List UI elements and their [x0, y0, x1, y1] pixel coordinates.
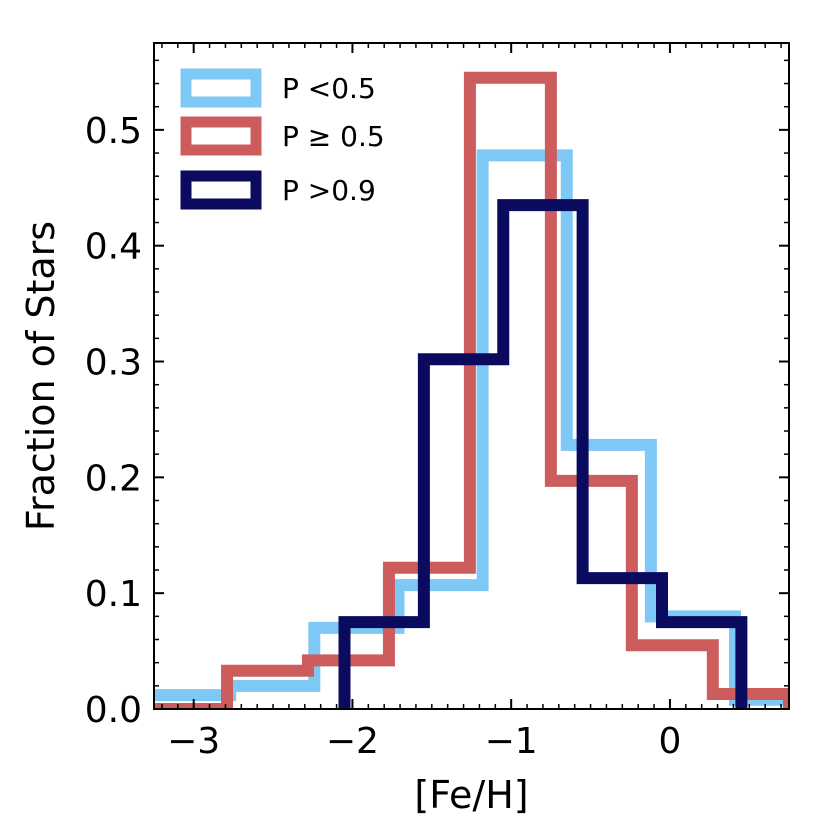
y-tick-label: 0.5 — [85, 111, 142, 152]
y-tick-label: 0.0 — [85, 690, 142, 731]
histogram-series-2 — [154, 71, 789, 709]
legend: P <0.5 P ≥ 0.5 P >0.9 — [180, 68, 385, 210]
x-tick-label: −3 — [167, 721, 220, 762]
y-tick-label: 0.4 — [85, 227, 142, 268]
x-tick-label: 0 — [658, 721, 681, 762]
legend-label-2: P ≥ 0.5 — [282, 120, 385, 153]
x-tick-label: −2 — [326, 721, 379, 762]
legend-swatch-3 — [180, 170, 262, 210]
x-tick-label: −1 — [485, 721, 538, 762]
plot-frame — [153, 42, 790, 710]
legend-swatch-2 — [180, 116, 262, 156]
x-axis-label: [Fe/H] — [414, 773, 528, 817]
legend-swatch-1 — [180, 68, 262, 108]
y-tick-label: 0.3 — [85, 343, 142, 384]
histogram-series-3 — [338, 199, 748, 709]
legend-label-1: P <0.5 — [282, 72, 376, 105]
y-tick-label: 0.1 — [85, 574, 142, 615]
axis-tick-labels: −3 −2 −1 0 0.0 0.1 0.2 0.3 0.4 0.5 — [85, 111, 682, 762]
y-tick-label: 0.2 — [85, 458, 142, 499]
legend-label-3: P >0.9 — [282, 174, 376, 207]
y-axis-label: Fraction of Stars — [19, 221, 63, 531]
axis-ticks — [154, 43, 789, 710]
